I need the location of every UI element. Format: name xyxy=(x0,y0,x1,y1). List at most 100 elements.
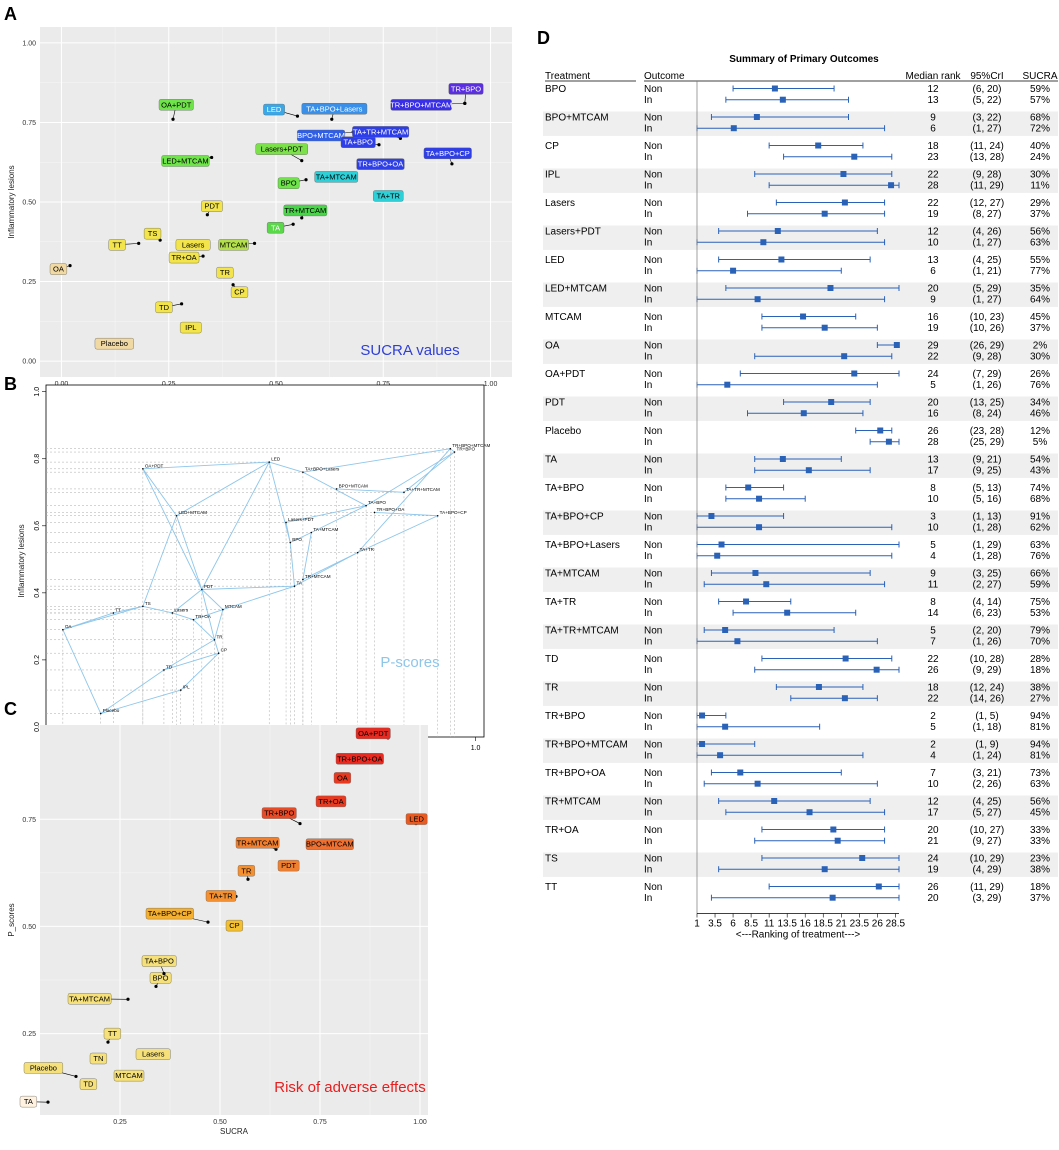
credible-interval: (9, 25) xyxy=(973,466,1002,477)
label-box-tr-plus-bpo xyxy=(448,83,484,95)
median-rank: 9 xyxy=(930,569,936,580)
outcome-label: Non xyxy=(644,284,662,295)
network-edge xyxy=(302,532,312,580)
label-box-ts xyxy=(143,227,162,240)
sucra-value: 72% xyxy=(1030,124,1050,135)
median-rank: 26 xyxy=(927,665,939,676)
point-tr-plus-bpo xyxy=(463,101,467,105)
point-label: TR+MTCAM xyxy=(305,574,331,579)
rank-marker xyxy=(888,182,895,189)
network-edge xyxy=(268,461,291,543)
forest-title: Summary of Primary Outcomes xyxy=(729,54,879,65)
credible-interval: (2, 20) xyxy=(973,626,1002,637)
median-rank: 2 xyxy=(930,740,936,751)
sucra-value: 38% xyxy=(1030,683,1050,694)
rank-marker xyxy=(718,541,725,548)
rank-marker xyxy=(827,285,834,291)
network-edge xyxy=(201,589,215,640)
label-box-tt xyxy=(103,1027,121,1040)
row-band xyxy=(543,738,1058,763)
point-tr-plus-bpo-plus-mtcam xyxy=(449,447,452,450)
point-label: TD xyxy=(159,303,170,312)
point-label: TA xyxy=(24,1097,33,1106)
network-edge xyxy=(357,515,438,554)
rank-marker xyxy=(841,353,848,360)
median-rank: 10 xyxy=(927,779,939,790)
point-label: Placebo xyxy=(30,1063,57,1072)
credible-interval: (4, 26) xyxy=(973,227,1002,238)
sucra-value: 12% xyxy=(1030,426,1050,437)
network-edge xyxy=(403,451,455,493)
point-ta-plus-bpo-plus-cp xyxy=(450,162,454,166)
credible-interval: (3, 22) xyxy=(973,113,1002,124)
credible-interval: (1, 21) xyxy=(973,266,1002,277)
point-bpo xyxy=(304,178,308,182)
network-edge xyxy=(302,471,367,507)
point-label: TA+BPO+CP xyxy=(148,909,192,918)
panel-b-pscore-scatter: 0.00.20.40.60.81.00.00.20.40.60.81.0Non-… xyxy=(17,384,491,763)
point-label: Placebo xyxy=(101,339,128,348)
outcome-label: Non xyxy=(644,626,662,637)
rank-marker xyxy=(815,142,822,149)
median-rank: 22 xyxy=(927,352,939,363)
row-band xyxy=(543,396,1058,421)
sucra-value: 40% xyxy=(1030,141,1050,152)
point-bpo-plus-mtcam xyxy=(335,488,338,490)
treatment-name: TR+BPO+MTCAM xyxy=(545,740,628,751)
sucra-value: 26% xyxy=(1030,369,1050,380)
rank-marker xyxy=(699,741,706,747)
median-rank: 2 xyxy=(930,711,936,722)
point-label: TA+MTCAM xyxy=(313,527,338,532)
label-box-led-plus-mtcam xyxy=(161,155,210,167)
sucra-value: 66% xyxy=(1030,569,1050,580)
label-box-ta-plus-mtcam xyxy=(314,171,359,183)
point-label: TR+MTCAM xyxy=(284,206,326,215)
point-ta-plus-bpo xyxy=(365,504,367,507)
network-edge xyxy=(201,585,295,590)
network-edge xyxy=(193,619,215,641)
point-label: CP xyxy=(221,648,227,653)
outcome-label: In xyxy=(644,865,652,876)
credible-interval: (9, 21) xyxy=(973,455,1002,466)
treatment-name: TR+BPO+OA xyxy=(545,768,606,779)
rank-marker xyxy=(779,456,786,462)
point-label: TA+TR+MTCAM xyxy=(406,487,440,492)
point-label: MTCAM xyxy=(225,604,242,609)
sucra-value: 63% xyxy=(1030,540,1050,551)
sucra-value: 28% xyxy=(1030,654,1050,665)
point-label: MTCAM xyxy=(115,1071,143,1080)
point-label: BPO+MTCAM xyxy=(306,840,354,849)
rank-marker xyxy=(885,438,892,445)
point-label: TR+MTCAM xyxy=(237,838,279,847)
credible-interval: (1, 27) xyxy=(973,238,1002,249)
point-label: TR xyxy=(220,268,231,277)
network-edge xyxy=(163,639,215,671)
outcome-label: Non xyxy=(644,740,662,751)
point-label: TT xyxy=(108,1029,118,1038)
x-tick-label: 18.5 xyxy=(814,919,834,930)
treatment-name: Placebo xyxy=(545,426,582,437)
outcome-label: Non xyxy=(644,455,662,466)
credible-interval: (14, 26) xyxy=(970,694,1004,705)
median-rank: 12 xyxy=(927,84,939,95)
credible-interval: (13, 28) xyxy=(970,152,1004,163)
label-box-ta-plus-tr-plus-mtcam xyxy=(352,126,410,138)
outcome-label: In xyxy=(644,352,652,363)
row-band xyxy=(543,225,1058,250)
label-box-ta-plus-bpo xyxy=(141,955,177,967)
outcome-label: Non xyxy=(644,540,662,551)
network-edge xyxy=(289,542,295,587)
x-axis-title: <---Ranking of treatment---> xyxy=(736,930,861,941)
sucra-value: 64% xyxy=(1030,295,1050,306)
label-box-bpo-plus-mtcam xyxy=(297,129,346,142)
point-tr xyxy=(246,877,250,881)
point-ta-plus-mtcam xyxy=(310,531,313,534)
sucra-value: 35% xyxy=(1030,284,1050,295)
point-pdt xyxy=(205,213,209,217)
point-label: TR xyxy=(216,634,223,639)
row-band xyxy=(543,681,1058,706)
credible-interval: (9, 28) xyxy=(973,352,1002,363)
label-box-placebo xyxy=(94,337,134,350)
median-rank: 16 xyxy=(927,409,939,420)
